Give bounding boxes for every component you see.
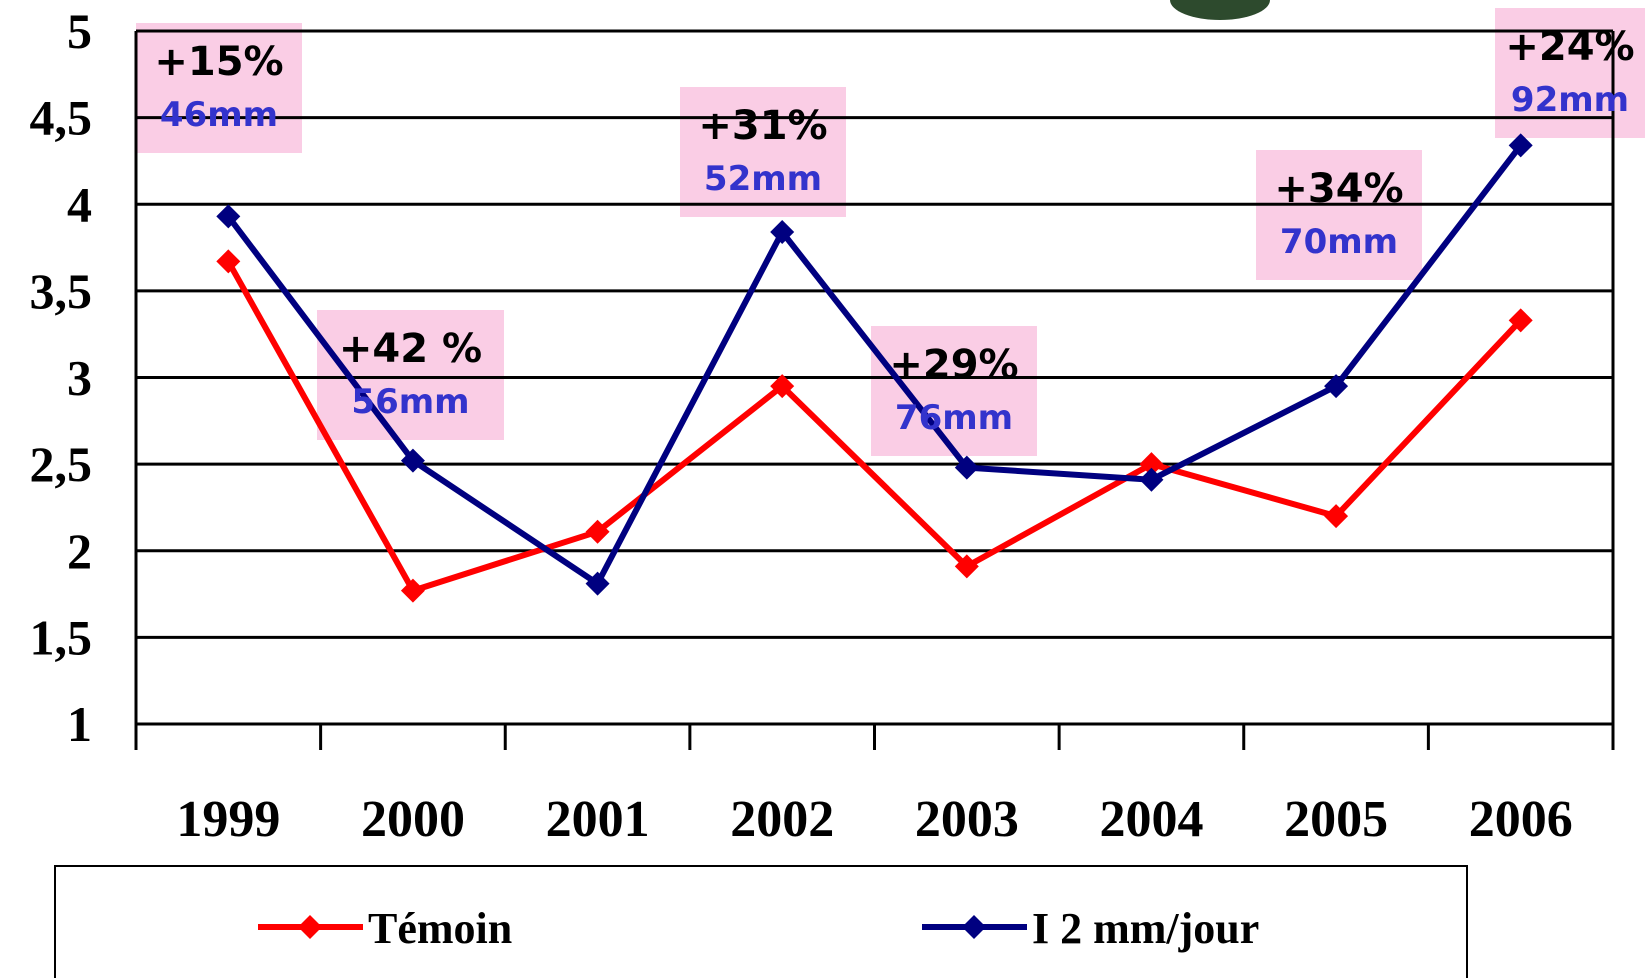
annotation-subtext: 46mm [160, 95, 278, 135]
annotation-text: +24% [1505, 24, 1634, 70]
legend-marker [298, 915, 322, 939]
annotation-text: +42 % [339, 326, 482, 372]
y-tick-label: 3 [67, 350, 92, 406]
annotation-subtext: 92mm [1511, 80, 1629, 120]
legend-marker [962, 915, 986, 939]
marker [216, 249, 241, 274]
annotation-text: +29% [889, 342, 1018, 388]
marker [585, 571, 610, 596]
marker [1324, 504, 1349, 529]
annotation-box [680, 87, 846, 217]
y-tick-label: 4 [67, 176, 92, 232]
annotation-box [871, 326, 1037, 456]
x-tick-label: 2001 [546, 791, 650, 848]
marker [770, 374, 795, 399]
marker [770, 219, 795, 244]
series-line [225, 259, 1523, 595]
x-tick-label: 2003 [915, 791, 1019, 848]
marker [400, 578, 425, 603]
x-tick-label: 2000 [361, 791, 465, 848]
annotation-subtext: 56mm [351, 382, 469, 422]
annotation-text: +31% [698, 103, 827, 149]
annotation-box [136, 23, 302, 153]
marker [400, 448, 425, 473]
x-tick-label: 2002 [730, 791, 834, 848]
marker [216, 204, 241, 229]
annotation-subtext: 76mm [895, 398, 1013, 438]
legend-label: I 2 mm/jour [1032, 904, 1259, 953]
y-tick-label: 3,5 [30, 263, 93, 319]
annotation-text: +34% [1274, 166, 1403, 212]
x-tick-label: 2004 [1099, 791, 1203, 848]
y-tick-label: 5 [67, 3, 92, 59]
marker [954, 554, 979, 579]
marker [1139, 452, 1164, 477]
y-tick-label: 2,5 [30, 436, 93, 492]
annotation-subtext: 70mm [1280, 222, 1398, 262]
marker [1508, 308, 1533, 333]
y-tick-label: 1,5 [30, 609, 93, 665]
marker [1508, 133, 1533, 158]
annotation-box [1256, 150, 1422, 280]
legend-box [54, 865, 1468, 978]
marker [1139, 467, 1164, 492]
x-tick-label: 2006 [1469, 791, 1573, 848]
legend-label: Témoin [368, 904, 512, 953]
y-tick-label: 1 [67, 696, 92, 752]
series-line [225, 143, 1524, 589]
marker [1324, 374, 1349, 399]
y-tick-label: 2 [67, 523, 92, 579]
annotation-text: +15% [154, 39, 283, 85]
annotation-subtext: 52mm [704, 159, 822, 199]
marker [585, 519, 610, 544]
marker [954, 455, 979, 480]
x-tick-label: 2005 [1284, 791, 1388, 848]
y-tick-label: 4,5 [30, 90, 93, 146]
x-tick-label: 1999 [176, 791, 280, 848]
decoration [1170, 0, 1270, 20]
